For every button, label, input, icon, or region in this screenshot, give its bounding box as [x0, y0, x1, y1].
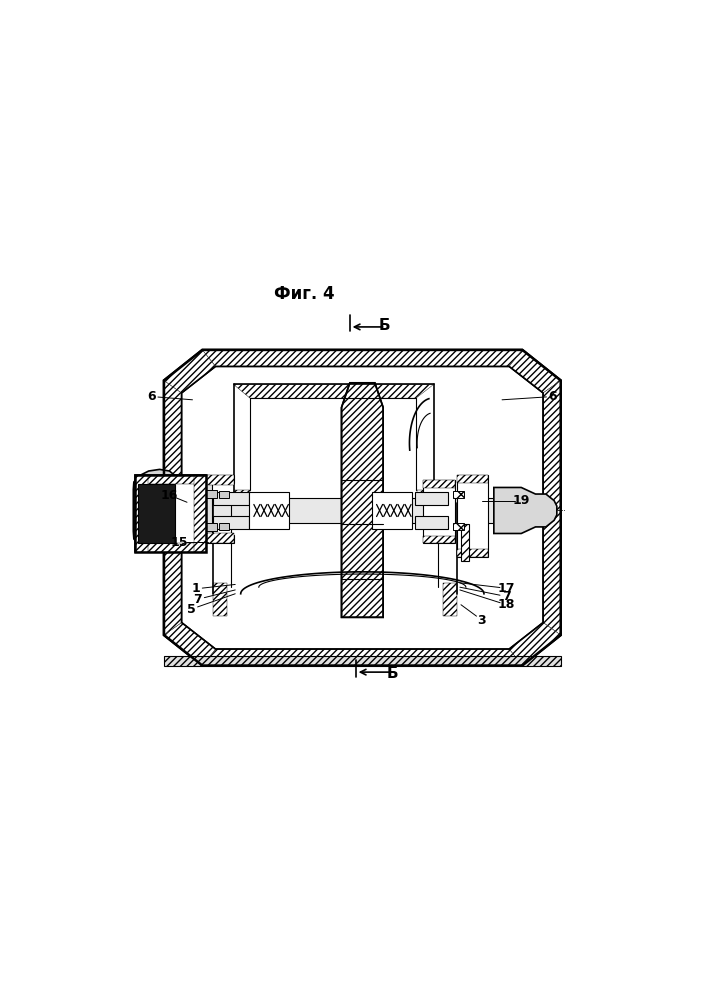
- Bar: [204, 533, 233, 543]
- Polygon shape: [202, 350, 522, 366]
- Polygon shape: [136, 475, 206, 552]
- Bar: [218, 491, 228, 498]
- Text: Б: Б: [387, 666, 399, 681]
- Polygon shape: [164, 380, 182, 635]
- Polygon shape: [341, 383, 383, 617]
- Text: 7: 7: [502, 590, 511, 603]
- Text: 6: 6: [147, 390, 156, 403]
- Bar: [194, 475, 206, 552]
- Bar: [214, 583, 227, 616]
- Bar: [423, 536, 455, 543]
- Text: Фиг. 4: Фиг. 4: [274, 285, 335, 303]
- Bar: [218, 523, 228, 530]
- Bar: [138, 484, 175, 543]
- Text: 5: 5: [187, 603, 196, 616]
- Bar: [415, 516, 448, 529]
- Bar: [136, 475, 148, 552]
- Bar: [372, 492, 411, 529]
- Bar: [415, 492, 448, 505]
- Bar: [417, 490, 433, 503]
- Bar: [250, 492, 289, 529]
- Bar: [214, 492, 249, 505]
- Text: 15: 15: [170, 536, 188, 549]
- Polygon shape: [164, 350, 216, 393]
- Text: 17: 17: [498, 582, 515, 595]
- Bar: [206, 490, 217, 498]
- Bar: [164, 656, 561, 666]
- Bar: [204, 475, 233, 485]
- Text: 6: 6: [549, 390, 557, 403]
- Bar: [136, 498, 341, 523]
- Polygon shape: [204, 475, 233, 543]
- Text: Б: Б: [379, 318, 390, 333]
- Bar: [383, 498, 538, 523]
- Polygon shape: [164, 350, 561, 666]
- Polygon shape: [134, 469, 179, 552]
- Polygon shape: [233, 384, 433, 398]
- Bar: [233, 490, 250, 503]
- Polygon shape: [494, 487, 557, 533]
- Text: 16: 16: [160, 489, 178, 502]
- Bar: [136, 543, 206, 552]
- Bar: [453, 491, 464, 498]
- Polygon shape: [182, 366, 543, 649]
- Polygon shape: [509, 623, 561, 666]
- Polygon shape: [457, 475, 489, 557]
- Polygon shape: [543, 380, 561, 635]
- Bar: [206, 523, 217, 531]
- Bar: [443, 583, 457, 616]
- Bar: [453, 523, 464, 530]
- Polygon shape: [164, 623, 216, 666]
- Bar: [457, 475, 489, 483]
- Bar: [457, 549, 489, 557]
- Bar: [136, 475, 206, 484]
- Text: 7: 7: [194, 593, 202, 606]
- Bar: [461, 524, 469, 561]
- Text: 3: 3: [477, 614, 486, 627]
- Bar: [423, 480, 455, 488]
- Text: 18: 18: [498, 598, 515, 611]
- Polygon shape: [202, 649, 522, 666]
- Text: 19: 19: [513, 494, 530, 507]
- Bar: [214, 516, 249, 529]
- Polygon shape: [423, 480, 455, 543]
- Text: 1: 1: [192, 582, 200, 595]
- Polygon shape: [509, 350, 561, 393]
